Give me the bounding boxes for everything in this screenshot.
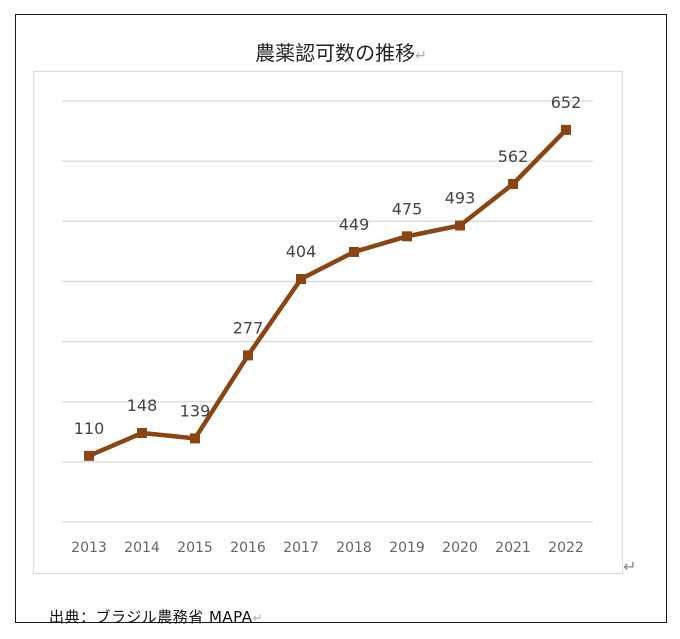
- x-tick-label: 2019: [389, 540, 425, 556]
- data-point-marker: [296, 274, 306, 285]
- x-tick-label: 2017: [283, 540, 319, 556]
- data-label: 404: [286, 242, 317, 261]
- x-tick-label: 2015: [177, 540, 213, 556]
- series-line: [86, 127, 569, 459]
- data-point-marker: [455, 220, 465, 231]
- source-text: 出典：ブラジル農務省 MAPA: [49, 608, 253, 626]
- data-label: 652: [551, 93, 582, 112]
- data-label: 110: [74, 419, 105, 438]
- x-tick-label: 2022: [548, 540, 584, 556]
- return-mark: ↵: [252, 611, 264, 625]
- x-tick-label: 2014: [124, 540, 160, 556]
- data-label: 493: [445, 188, 476, 207]
- data-point-marker: [561, 124, 571, 135]
- data-point-marker: [243, 350, 253, 361]
- chart-title-text: 農薬認可数の推移: [255, 41, 416, 65]
- x-tick-label: 2020: [442, 540, 478, 556]
- x-tick-label: 2016: [230, 540, 266, 556]
- data-point-marker: [402, 231, 412, 242]
- plot-area: [33, 71, 623, 574]
- data-point-marker: [349, 246, 359, 257]
- x-tick-label: 2013: [71, 540, 107, 556]
- data-label: 475: [392, 199, 423, 218]
- chart-title: 農薬認可数の推移↵: [16, 37, 666, 66]
- source-note: 出典：ブラジル農務省 MAPA↵: [49, 606, 263, 627]
- data-label: 148: [127, 396, 158, 415]
- data-point-marker: [508, 178, 518, 189]
- data-label: 139: [180, 401, 211, 420]
- paragraph-return-mark: ↵: [623, 557, 637, 576]
- data-label: 277: [233, 318, 264, 337]
- data-label: 449: [339, 215, 370, 234]
- x-tick-label: 2018: [336, 540, 372, 556]
- return-mark: ↵: [415, 48, 427, 64]
- data-point-marker: [84, 450, 94, 461]
- data-point-marker: [190, 433, 200, 444]
- x-tick-label: 2021: [495, 540, 531, 556]
- data-point-marker: [137, 427, 147, 438]
- data-label: 562: [498, 147, 529, 166]
